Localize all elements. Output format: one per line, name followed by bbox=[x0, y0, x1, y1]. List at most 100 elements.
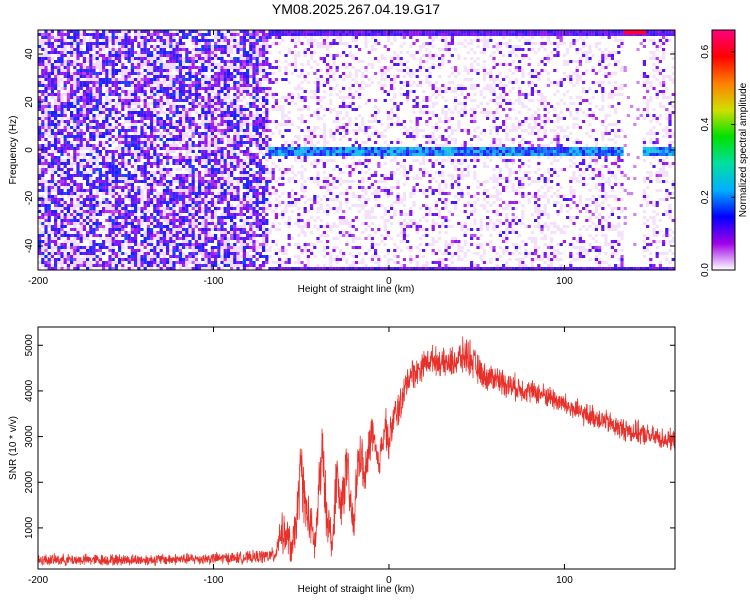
heatmap-cell bbox=[255, 69, 259, 72]
heatmap-cell bbox=[137, 33, 141, 36]
heatmap-cell bbox=[220, 198, 224, 201]
heatmap-cell bbox=[140, 153, 144, 156]
heatmap-cell bbox=[50, 78, 54, 81]
heatmap-cell bbox=[204, 87, 208, 90]
heatmap-cell bbox=[70, 195, 74, 198]
heatmap-cell bbox=[150, 171, 154, 174]
heatmap-cell bbox=[57, 84, 61, 87]
heatmap-cell bbox=[146, 108, 150, 111]
heatmap-cell bbox=[258, 39, 262, 42]
heatmap-cell bbox=[217, 48, 221, 51]
heatmap-cell bbox=[210, 192, 214, 195]
heatmap-cell bbox=[217, 78, 221, 81]
heatmap-cell bbox=[127, 216, 131, 219]
heatmap-cell bbox=[41, 144, 45, 147]
heatmap-cell bbox=[86, 81, 90, 84]
heatmap-cell bbox=[252, 171, 256, 174]
heatmap-cell bbox=[50, 237, 54, 240]
heatmap-cell bbox=[47, 189, 51, 192]
heatmap-cell bbox=[108, 246, 112, 249]
heatmap-cell bbox=[303, 150, 307, 153]
heatmap-cell bbox=[182, 177, 186, 180]
heatmap-cell bbox=[38, 132, 42, 135]
heatmap-cell bbox=[210, 63, 214, 66]
heatmap-cell bbox=[98, 234, 102, 237]
heatmap-cell bbox=[166, 180, 170, 183]
heatmap-cell bbox=[249, 189, 253, 192]
heatmap-cell bbox=[98, 78, 102, 81]
heatmap-cell bbox=[274, 267, 278, 270]
heatmap-cell bbox=[105, 96, 109, 99]
heatmap-cell bbox=[130, 141, 134, 144]
heatmap-cell bbox=[66, 129, 70, 132]
heatmap-cell bbox=[146, 57, 150, 60]
heatmap-cell bbox=[38, 84, 42, 87]
heatmap-cell bbox=[230, 150, 234, 153]
heatmap-cell bbox=[124, 66, 128, 69]
heatmap-cell bbox=[169, 105, 173, 108]
heatmap-cell bbox=[182, 42, 186, 45]
heatmap-cell bbox=[98, 213, 102, 216]
heatmap-cell bbox=[114, 147, 118, 150]
heatmap-cell bbox=[172, 216, 176, 219]
heatmap-cell bbox=[60, 246, 64, 249]
heatmap-cell bbox=[118, 264, 122, 267]
heatmap-cell bbox=[102, 189, 106, 192]
heatmap-cell bbox=[143, 147, 147, 150]
heatmap-cell bbox=[159, 81, 163, 84]
heatmap-cell bbox=[44, 237, 48, 240]
heatmap-cell bbox=[57, 69, 61, 72]
heatmap-cell bbox=[50, 126, 54, 129]
heatmap-cell bbox=[143, 177, 147, 180]
heatmap-cell bbox=[166, 189, 170, 192]
heatmap-cell bbox=[98, 189, 102, 192]
heatmap-cell bbox=[98, 108, 102, 111]
heatmap-cell bbox=[210, 186, 214, 189]
heatmap-cell bbox=[297, 87, 301, 90]
heatmap-cell bbox=[105, 204, 109, 207]
heatmap-cell bbox=[102, 147, 106, 150]
heatmap-cell bbox=[98, 36, 102, 39]
heatmap-cell bbox=[121, 138, 125, 141]
heatmap-cell bbox=[121, 207, 125, 210]
heatmap-cell bbox=[44, 240, 48, 243]
heatmap-cell bbox=[207, 111, 211, 114]
heatmap-cell bbox=[191, 207, 195, 210]
heatmap-cell bbox=[130, 51, 134, 54]
heatmap-cell bbox=[204, 165, 208, 168]
heatmap-cell bbox=[242, 84, 246, 87]
heatmap-cell bbox=[150, 180, 154, 183]
heatmap-cell bbox=[246, 219, 250, 222]
heatmap-cell bbox=[175, 237, 179, 240]
heatmap-cell bbox=[38, 159, 42, 162]
heatmap-cell bbox=[156, 81, 160, 84]
heatmap-cell bbox=[223, 258, 227, 261]
heatmap-cell bbox=[111, 252, 115, 255]
heatmap-cell bbox=[172, 96, 176, 99]
heatmap-cell bbox=[92, 264, 96, 267]
heatmap-cell bbox=[156, 57, 160, 60]
heatmap-cell bbox=[130, 183, 134, 186]
heatmap-cell bbox=[287, 129, 291, 132]
heatmap-cell bbox=[294, 102, 298, 105]
heatmap-cell bbox=[73, 51, 77, 54]
heatmap-cell bbox=[70, 87, 74, 90]
heatmap-cell bbox=[284, 66, 288, 69]
heatmap-cell bbox=[191, 216, 195, 219]
heatmap-cell bbox=[169, 210, 173, 213]
heatmap-cell bbox=[114, 255, 118, 258]
heatmap-cell bbox=[252, 231, 256, 234]
heatmap-cell bbox=[108, 51, 112, 54]
heatmap-cell bbox=[294, 150, 298, 153]
heatmap-cell bbox=[150, 114, 154, 117]
heatmap-cell bbox=[50, 174, 54, 177]
heatmap-cell bbox=[166, 258, 170, 261]
heatmap-cell bbox=[194, 81, 198, 84]
heatmap-cell bbox=[70, 63, 74, 66]
heatmap-cell bbox=[278, 66, 282, 69]
heatmap-cell bbox=[220, 102, 224, 105]
heatmap-cell bbox=[150, 213, 154, 216]
heatmap-cell bbox=[185, 153, 189, 156]
heatmap-cell bbox=[98, 93, 102, 96]
heatmap-cell bbox=[166, 198, 170, 201]
